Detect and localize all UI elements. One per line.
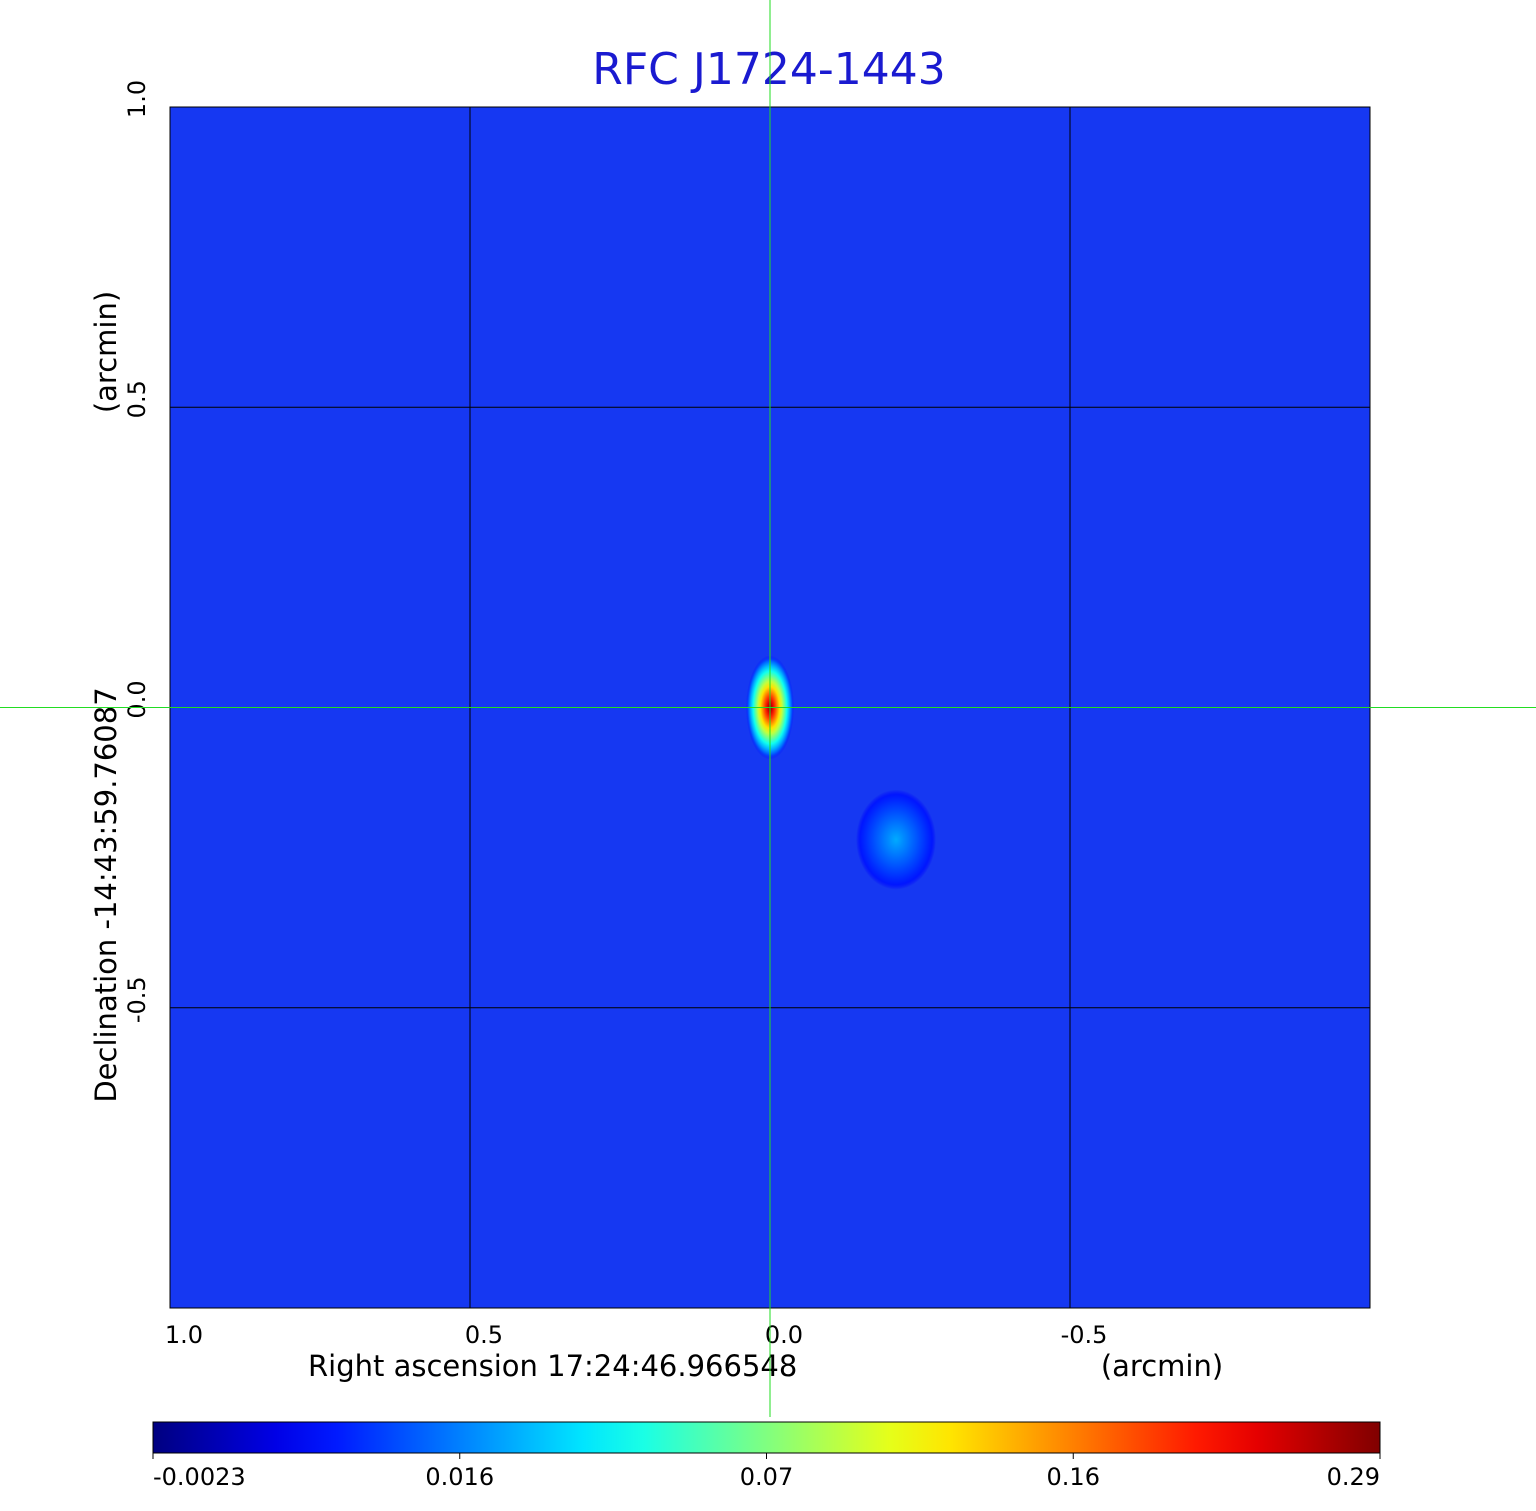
- source: [856, 789, 936, 890]
- colorbar: [152, 1421, 1381, 1454]
- x-tick-label: 1.0: [165, 1321, 203, 1349]
- colorbar-tick-label: 0.16: [1047, 1463, 1100, 1491]
- y-tick-label: 0.5: [123, 380, 151, 418]
- y-tick-label: 0.0: [123, 680, 151, 718]
- x-axis-label: Right ascension 17:24:46.966548: [308, 1349, 797, 1383]
- y-axis-label: Declination -14:43:59.76087: [89, 687, 123, 1102]
- y-tick-label: 1.0: [123, 80, 151, 118]
- colorbar-tick-label: 0.29: [1327, 1463, 1380, 1491]
- x-tick-label: -0.5: [1061, 1321, 1108, 1349]
- y-tick-label: -0.5: [123, 976, 151, 1023]
- colorbar-tick-label: 0.07: [740, 1463, 793, 1491]
- x-tick-label: 0.5: [465, 1321, 503, 1349]
- chart-title: RFC J1724-1443: [592, 44, 945, 95]
- x-tick-label: 0.0: [765, 1321, 803, 1349]
- x-axis-unit: (arcmin): [1101, 1349, 1223, 1383]
- colorbar-tick-label: -0.0023: [153, 1463, 246, 1491]
- y-axis-unit: (arcmin): [89, 291, 123, 413]
- colorbar-tick-label: 0.016: [425, 1463, 494, 1491]
